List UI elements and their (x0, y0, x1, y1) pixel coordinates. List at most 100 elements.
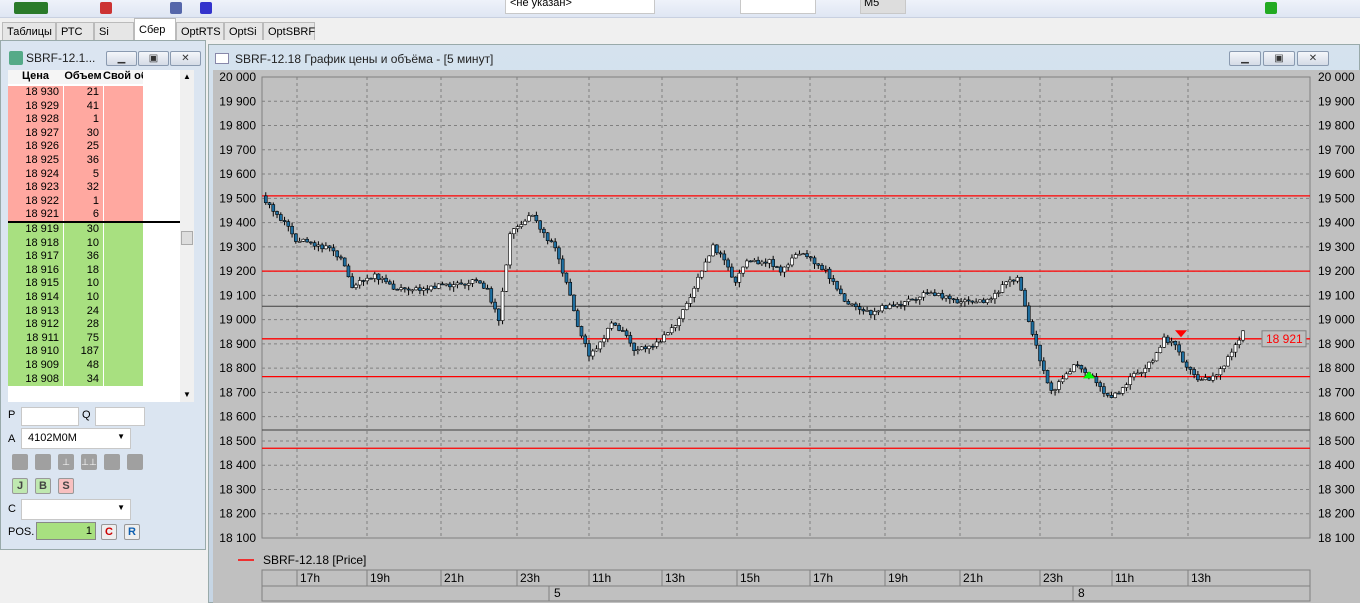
maximize-button[interactable]: ▣ (138, 51, 169, 66)
candle (880, 303, 884, 314)
candle-body (1068, 371, 1072, 375)
candle (557, 245, 561, 265)
y-tick-label-left: 18 700 (219, 385, 256, 399)
column-header[interactable]: Свой об (103, 70, 143, 84)
candle (542, 227, 546, 238)
bid-row[interactable]: 18 908 34 (8, 372, 143, 387)
action-button-2[interactable] (35, 454, 51, 470)
price-input[interactable] (21, 407, 79, 426)
multi-stop-icon[interactable]: ⊥⊥ (81, 454, 97, 470)
column-header[interactable]: Цена (8, 70, 63, 84)
bid-row[interactable]: 18 915 10 (8, 277, 143, 291)
instrument-select[interactable]: <не указан> (505, 0, 655, 14)
candle-body (887, 304, 892, 309)
ask-row[interactable]: 18 928 1 (8, 113, 143, 127)
close-position-button[interactable]: C (101, 524, 117, 540)
tab-2[interactable]: Si (94, 22, 134, 40)
c-select[interactable]: ▼ (21, 499, 131, 520)
candle-body (816, 263, 821, 266)
candle (891, 301, 896, 307)
action-button-1[interactable] (12, 454, 28, 470)
candle-body (391, 283, 396, 290)
scroll-down-icon[interactable]: ▼ (183, 390, 191, 399)
table-icon[interactable] (170, 2, 182, 14)
bid-row[interactable]: 18 912 28 (8, 318, 143, 332)
cancel-all-icon[interactable]: J (12, 478, 28, 494)
candle (294, 233, 298, 244)
candle (387, 279, 392, 285)
candle-body (696, 276, 700, 289)
quantity-input[interactable] (95, 407, 145, 426)
ask-row[interactable]: 18 923 32 (8, 181, 143, 195)
cancel-buy-icon[interactable]: B (35, 478, 51, 494)
ask-row[interactable]: 18 930 21 (8, 86, 143, 100)
candle-body (1166, 336, 1170, 343)
tab-4[interactable]: OptRTS (176, 22, 224, 40)
search-input[interactable] (740, 0, 816, 14)
action-button-5[interactable] (104, 454, 120, 470)
candle-body (1192, 369, 1196, 375)
tab-5[interactable]: OptSi (224, 22, 263, 40)
interval-select[interactable]: M5 (860, 0, 906, 14)
candle-body (711, 244, 715, 257)
candle (1214, 374, 1219, 380)
tab-6[interactable]: OptSBRF (263, 22, 315, 40)
reverse-position-button[interactable]: R (124, 524, 140, 540)
chart-icon[interactable] (1265, 2, 1277, 14)
candle-body (380, 277, 385, 280)
action-button-6[interactable] (127, 454, 143, 470)
stop-icon[interactable]: ⊥ (58, 454, 74, 470)
candle (684, 301, 689, 311)
candle-body (271, 204, 276, 212)
candle-body (1045, 370, 1050, 384)
candle-body (647, 345, 651, 350)
scrollbar[interactable]: ▲ ▼ (180, 70, 194, 402)
close-button[interactable]: ✕ (170, 51, 201, 66)
candle (914, 297, 918, 304)
ask-row[interactable]: 18 927 30 (8, 126, 143, 141)
y-tick-label-right: 20 000 (1318, 70, 1355, 84)
ask-row[interactable]: 18 926 25 (8, 140, 143, 154)
candle (297, 237, 302, 243)
close-button[interactable]: ✕ (1297, 51, 1329, 66)
minimize-button[interactable]: ▁ (106, 51, 137, 66)
bid-row[interactable]: 18 909 48 (8, 359, 143, 373)
candle-body (294, 233, 298, 242)
maximize-button[interactable]: ▣ (1263, 51, 1295, 66)
candle-body (429, 285, 433, 291)
scroll-thumb[interactable] (181, 231, 193, 245)
bid-row[interactable]: 18 916 18 (8, 263, 143, 278)
bid-row[interactable]: 18 918 10 (8, 236, 143, 251)
ask-row[interactable]: 18 925 36 (8, 154, 143, 168)
bid-row[interactable]: 18 913 24 (8, 304, 143, 319)
candle (380, 276, 385, 284)
bid-row[interactable]: 18 917 36 (8, 250, 143, 264)
column-header[interactable]: Объем (63, 70, 103, 84)
bid-row[interactable]: 18 911 75 (8, 331, 143, 346)
price-cell: 18 927 (8, 126, 63, 141)
cancel-sell-icon[interactable]: S (58, 478, 74, 494)
candle (496, 308, 501, 326)
ask-row[interactable]: 18 924 5 (8, 167, 143, 182)
bid-row[interactable]: 18 914 10 (8, 291, 143, 305)
bid-row[interactable]: 18 919 30 (8, 223, 143, 237)
tab-1[interactable]: РТС (56, 22, 94, 40)
account-select[interactable]: 4102M0M ▼ (21, 428, 131, 449)
own-volume-cell (103, 86, 143, 100)
bid-row[interactable]: 18 910 187 (8, 345, 143, 359)
minimize-button[interactable]: ▁ (1229, 51, 1261, 66)
window-icon[interactable] (200, 2, 212, 14)
candle (887, 302, 892, 310)
price-cell: 18 919 (8, 223, 63, 237)
ask-row[interactable]: 18 929 41 (8, 99, 143, 114)
candle (771, 255, 775, 271)
delete-icon[interactable] (100, 2, 112, 14)
tab-0[interactable]: Таблицы (2, 22, 56, 40)
tab-3[interactable]: Сбер (134, 18, 176, 40)
scroll-up-icon[interactable]: ▲ (183, 72, 191, 81)
candle-body (594, 348, 599, 352)
candle (1030, 319, 1035, 337)
ask-row[interactable]: 18 922 1 (8, 194, 143, 209)
ask-row[interactable]: 18 921 6 (8, 208, 143, 222)
